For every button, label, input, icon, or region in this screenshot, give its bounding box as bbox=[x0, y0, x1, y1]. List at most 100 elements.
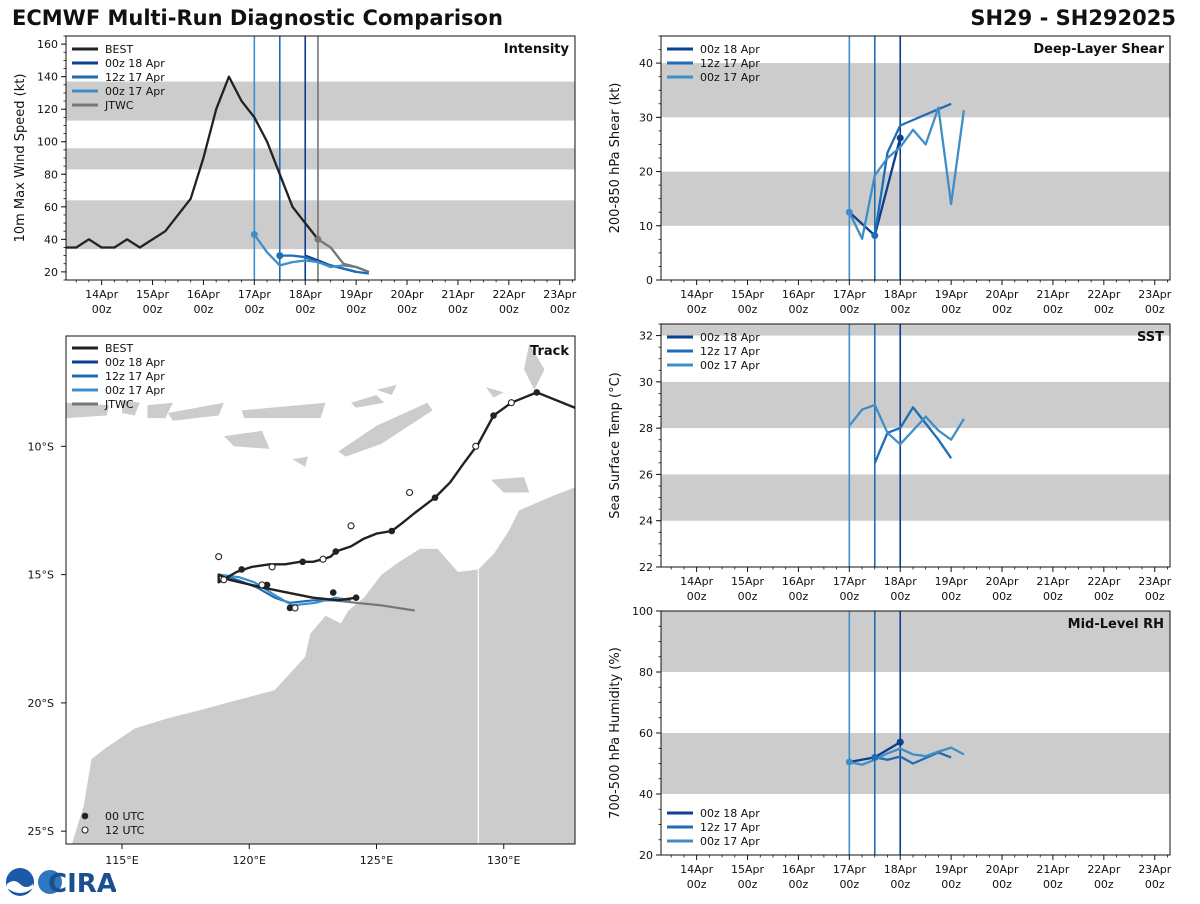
sst-legend-label: 12z 17 Apr bbox=[700, 345, 760, 358]
track-legend-label: 00z 17 Apr bbox=[105, 384, 165, 397]
shear-xtick-day: 19Apr bbox=[935, 288, 969, 301]
rh-xtick-day: 19Apr bbox=[935, 863, 969, 876]
intensity-ytick-label: 120 bbox=[37, 103, 58, 116]
intensity-xtick-hour: 00z bbox=[346, 303, 366, 316]
track-legend-label: BEST bbox=[105, 342, 133, 355]
intensity-legend-label: BEST bbox=[105, 43, 133, 56]
intensity-legend-label: 00z 18 Apr bbox=[105, 57, 165, 70]
shear-xtick-hour: 00z bbox=[1094, 303, 1114, 316]
rh-legend-label: 00z 18 Apr bbox=[700, 807, 760, 820]
sst-ytick-label: 22 bbox=[639, 561, 653, 574]
rh-ylabel: 700-500 hPa Humidity (%) bbox=[608, 647, 623, 819]
rh-title: Mid-Level RH bbox=[1068, 617, 1164, 632]
shear-xtick-hour: 00z bbox=[1145, 303, 1165, 316]
rh-plot-area bbox=[661, 611, 1170, 855]
rh-marker-1 bbox=[871, 753, 879, 761]
sst-legend-label: 00z 18 Apr bbox=[700, 331, 760, 344]
intensity-xtick-day: 19Apr bbox=[340, 288, 374, 301]
intensity-ytick-label: 140 bbox=[37, 71, 58, 84]
rh-xtick-day: 20Apr bbox=[986, 863, 1020, 876]
shear-ytick-label: 40 bbox=[639, 57, 653, 70]
shear-series-run_00z17 bbox=[848, 106, 966, 240]
rh-xtick-day: 17Apr bbox=[833, 863, 867, 876]
shear-xtick-day: 18Apr bbox=[884, 288, 918, 301]
shear-band-0 bbox=[661, 171, 1170, 226]
intensity-ytick-label: 80 bbox=[44, 168, 58, 181]
sst-xtick-day: 16Apr bbox=[782, 575, 816, 588]
track-forecast-jtwc bbox=[333, 599, 415, 612]
track-point-00utc bbox=[431, 494, 439, 501]
intensity-xtick-day: 22Apr bbox=[492, 288, 526, 301]
intensity-series-best bbox=[66, 75, 319, 249]
track-point-00utc bbox=[286, 604, 294, 612]
figure-title: ECMWF Multi-Run Diagnostic Comparison bbox=[12, 6, 503, 30]
shear-xtick-hour: 00z bbox=[890, 303, 910, 316]
sst-xtick-day: 20Apr bbox=[986, 575, 1020, 588]
shear-xtick-hour: 00z bbox=[738, 303, 758, 316]
cira-logo: CIRA bbox=[6, 868, 116, 898]
rh-legend-label: 12z 17 Apr bbox=[700, 821, 760, 834]
shear-marker-0 bbox=[845, 208, 853, 216]
intensity-xtick-hour: 00z bbox=[194, 303, 214, 316]
track-marker-legend-label: 12 UTC bbox=[105, 824, 145, 837]
intensity-marker-0 bbox=[250, 230, 258, 238]
track-point-12utc bbox=[319, 555, 327, 563]
sst-xtick-hour: 00z bbox=[992, 590, 1012, 603]
island-lombok bbox=[147, 402, 173, 419]
track-point-12utc bbox=[258, 581, 266, 589]
sst-xtick-hour: 00z bbox=[1043, 590, 1063, 603]
sst-ytick-label: 32 bbox=[639, 330, 653, 343]
sst-xtick-day: 22Apr bbox=[1087, 575, 1121, 588]
intensity-title: Intensity bbox=[504, 42, 570, 57]
intensity-ytick-label: 20 bbox=[44, 266, 58, 279]
sst-xtick-day: 23Apr bbox=[1138, 575, 1172, 588]
rh-xtick-hour: 00z bbox=[687, 878, 707, 891]
shear-panel: 0 10 20 30 40 14Apr 00z 15Apr 00z 16Apr 00z 17Apr 00… bbox=[608, 35, 1172, 316]
intensity-legend-label: 12z 17 Apr bbox=[105, 71, 165, 84]
track-point-12utc bbox=[472, 442, 480, 450]
australia-landmass bbox=[71, 487, 575, 844]
intensity-xtick-day: 16Apr bbox=[187, 288, 221, 301]
intensity-legend-label: 00z 17 Apr bbox=[105, 85, 165, 98]
shear-marker-1 bbox=[871, 232, 879, 240]
track-xtick-label: 130°E bbox=[487, 854, 520, 867]
rh-xtick-day: 22Apr bbox=[1087, 863, 1121, 876]
rh-xtick-hour: 00z bbox=[839, 878, 859, 891]
rh-xtick-day: 23Apr bbox=[1138, 863, 1172, 876]
rh-band-1 bbox=[661, 611, 1170, 672]
shear-xtick-day: 14Apr bbox=[680, 288, 714, 301]
sst-band-2 bbox=[661, 324, 1170, 336]
rh-ytick-label: 60 bbox=[639, 727, 653, 740]
sst-band-1 bbox=[661, 381, 1170, 429]
track-frame bbox=[65, 335, 576, 845]
sst-xtick-day: 14Apr bbox=[680, 575, 714, 588]
rh-legend-label: 00z 17 Apr bbox=[700, 835, 760, 848]
sst-xtick-hour: 00z bbox=[941, 590, 961, 603]
track-ytick-label: 10°S bbox=[28, 440, 54, 453]
sst-panel: 22 24 26 28 30 32 14Apr 00z 15Apr 00z 16Apr 00z 17Ap… bbox=[608, 323, 1172, 603]
rh-marker-2 bbox=[896, 738, 904, 746]
track-xtick-label: 120°E bbox=[233, 854, 266, 867]
sst-xtick-hour: 00z bbox=[738, 590, 758, 603]
intensity-xtick-hour: 00z bbox=[550, 303, 570, 316]
shear-xtick-day: 22Apr bbox=[1087, 288, 1121, 301]
intensity-marker-2 bbox=[314, 235, 322, 243]
rh-xtick-hour: 00z bbox=[738, 878, 758, 891]
intensity-plot-area bbox=[66, 36, 575, 280]
sst-title: SST bbox=[1137, 330, 1164, 345]
track-point-00utc bbox=[352, 594, 360, 601]
track-point-12utc bbox=[291, 604, 299, 612]
rh-ytick-label: 80 bbox=[639, 666, 653, 679]
sst-ytick-label: 30 bbox=[639, 376, 653, 389]
intensity-series-jtwc bbox=[317, 238, 370, 273]
sst-series-run_00z17 bbox=[848, 403, 965, 446]
intensity-ytick-label: 100 bbox=[37, 136, 58, 149]
intensity-panel: 20 40 60 80 100 120 140 160 14Apr 00z 15Apr 00z 16Ap… bbox=[13, 35, 577, 316]
track-point-12utc bbox=[406, 488, 414, 497]
